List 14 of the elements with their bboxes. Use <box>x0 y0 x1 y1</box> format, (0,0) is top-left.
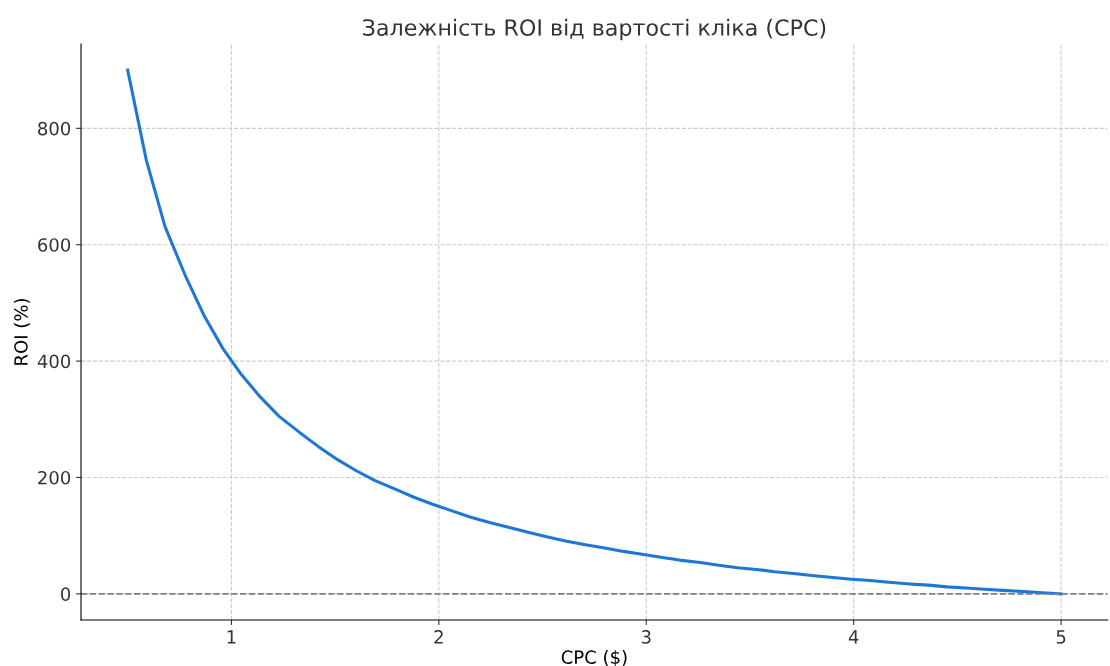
y-tick-label: 800 <box>38 121 71 136</box>
y-tick-label: 200 <box>38 470 71 485</box>
x-axis-title: CPC ($) <box>561 650 627 666</box>
y-tick-label: 0 <box>61 587 71 601</box>
x-tick-label: 4 <box>848 630 859 644</box>
x-tick-label: 2 <box>434 630 443 644</box>
y-tick-label: 400 <box>37 354 71 369</box>
y-tick-label: 600 <box>38 238 71 252</box>
chart-title: Залежність ROI від вартості кліка (CPC) <box>363 18 826 41</box>
x-tick-label: 5 <box>1056 630 1066 644</box>
line-series <box>126 68 1063 596</box>
x-tick-label: 3 <box>641 630 651 644</box>
y-axis-title: ROI (%) <box>13 299 30 365</box>
x-tick-label: 1 <box>227 630 236 644</box>
